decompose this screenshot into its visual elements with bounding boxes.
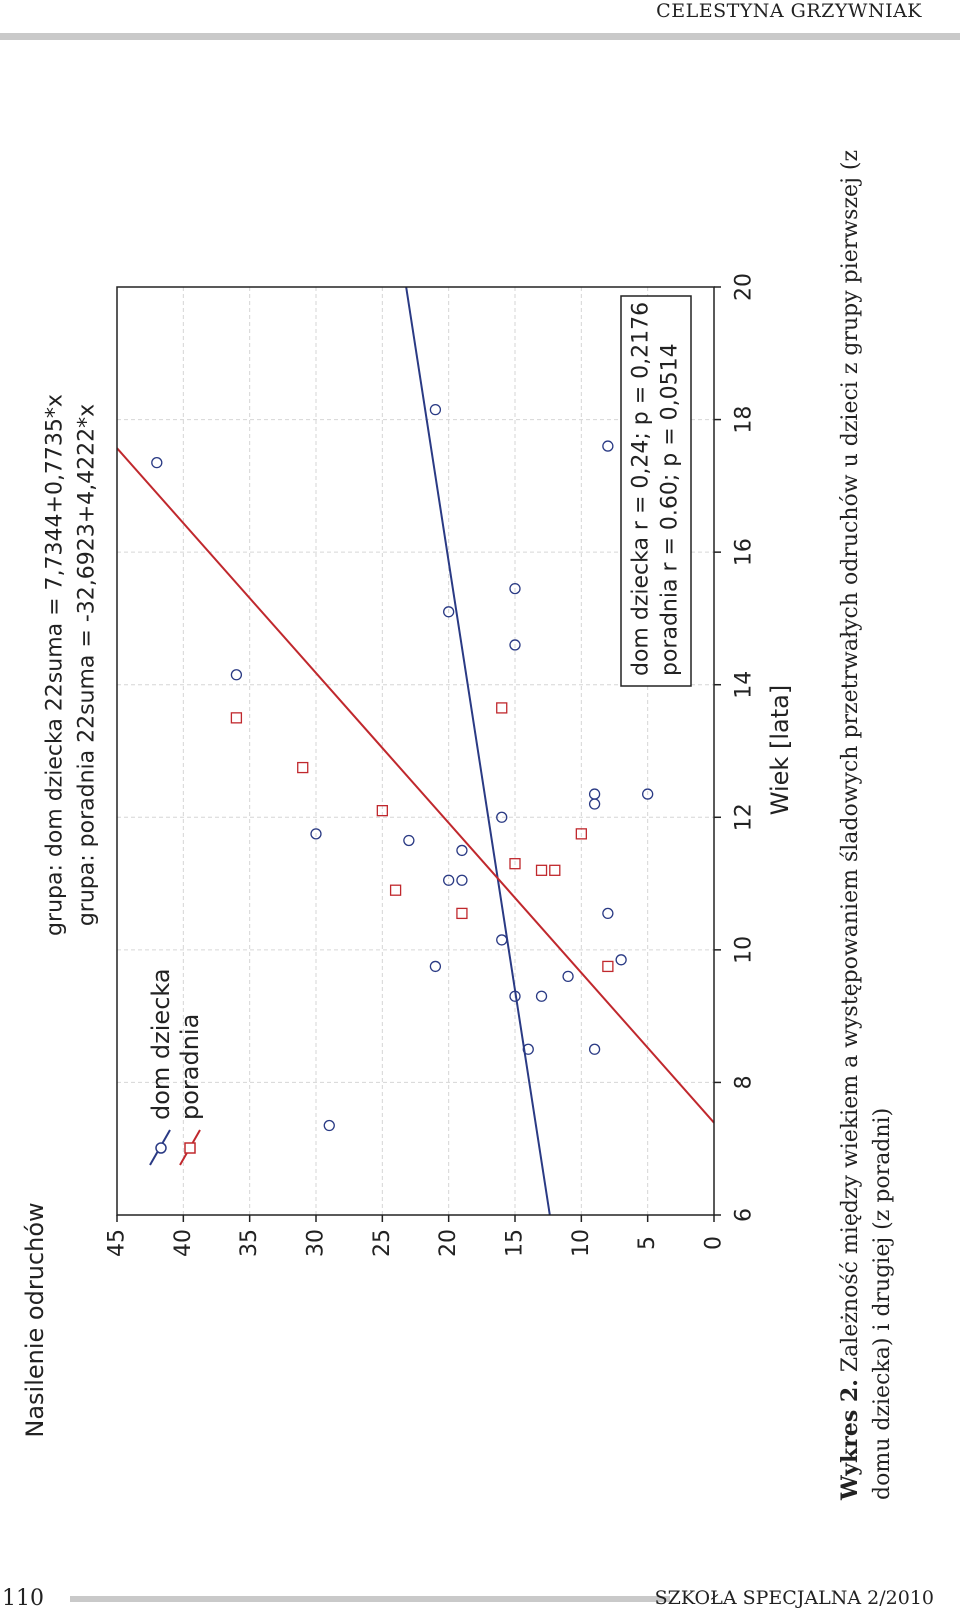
regression-line-dom-dziecka: [405, 286, 551, 1216]
data-point-dom-dziecka: [535, 990, 548, 1002]
y-tick-label: 25: [370, 1229, 395, 1257]
data-point-dom-dziecka: [642, 788, 654, 800]
stats-line-dom-dziecka: dom dziecka r = 0,24; p = 0,2176: [629, 302, 654, 676]
data-point-poradnia: [230, 712, 243, 724]
data-point-dom-dziecka: [588, 1043, 601, 1055]
regression-lines: [116, 286, 715, 1216]
data-point-poradnia: [509, 858, 521, 870]
x-tick-label: 12: [732, 803, 757, 831]
y-tick-label: 0: [702, 1236, 727, 1250]
data-point-poradnia: [496, 702, 508, 714]
data-point-dom-dziecka: [456, 874, 468, 886]
x-tick-label: 8: [732, 1075, 757, 1089]
data-point-dom-dziecka: [323, 1119, 335, 1132]
y-tick-label: 10: [569, 1229, 594, 1257]
chart-title-line-1: grupa: dom dziecka 22suma = 7,7344+0,773…: [43, 394, 68, 936]
data-point-dom-dziecka: [602, 440, 614, 452]
data-point-dom-dziecka: [588, 798, 601, 810]
data-point-dom-dziecka: [522, 1043, 534, 1055]
page-number: 110: [2, 1586, 44, 1611]
data-point-dom-dziecka: [443, 874, 455, 886]
stats-box-frame: [620, 295, 692, 687]
plot-frame: [116, 286, 715, 1216]
y-tick-label: 35: [237, 1229, 262, 1257]
data-point-dom-dziecka: [429, 403, 442, 416]
legend: dom dziecka poradnia: [147, 968, 204, 1166]
data-point-dom-dziecka: [588, 788, 601, 800]
data-point-dom-dziecka: [496, 934, 508, 946]
data-point-poradnia: [297, 761, 309, 774]
data-point-dom-dziecka: [562, 970, 574, 983]
x-tick-label: 6: [732, 1208, 757, 1222]
data-point-dom-dziecka: [230, 669, 243, 681]
data-point-poradnia: [389, 884, 402, 896]
data-point-poradnia: [376, 805, 388, 817]
data-point-dom-dziecka: [310, 828, 322, 840]
data-point-poradnia: [535, 864, 548, 876]
chart-title-line-2: grupa: poradnia 22suma = -32,6923+4,4222…: [75, 404, 100, 926]
regression-line-poradnia: [116, 447, 715, 1124]
x-tick-label: 10: [732, 936, 757, 964]
footer-rule: [70, 1596, 670, 1602]
page-header: CELESTYNA GRZYWNIAK: [0, 0, 960, 48]
correlation-stats-box: dom dziecka r = 0,24; p = 0,2176 poradni…: [620, 295, 692, 687]
y-axis-label: Nasilenie odruchów: [21, 1202, 49, 1437]
x-tick-label: 18: [732, 406, 757, 434]
data-point-dom-dziecka: [509, 639, 521, 651]
x-tick-label: 14: [732, 671, 757, 699]
data-point-dom-dziecka: [429, 960, 442, 973]
data-point-dom-dziecka: [602, 907, 614, 920]
data-point-dom-dziecka: [443, 606, 455, 618]
y-tick-label: 40: [171, 1229, 196, 1257]
y-tick-label: 45: [105, 1229, 130, 1257]
grid: [117, 287, 714, 1215]
x-tick-label: 20: [732, 273, 757, 301]
x-tick-label: 16: [732, 538, 757, 566]
data-point-dom-dziecka: [496, 811, 508, 823]
y-tick-label: 30: [304, 1229, 329, 1257]
caption-text: Zależność między wiekiem a występowaniem…: [838, 149, 895, 1500]
y-tick-label: 20: [436, 1229, 461, 1257]
legend-label-poradnia: poradnia: [176, 1014, 204, 1120]
tick-labels: 6 8 10 12 14 16 18 20 0 5 10 15 20 25 30 35 40 45: [105, 273, 757, 1257]
data-point-dom-dziecka: [456, 844, 468, 857]
legend-marker-circle: [155, 1142, 167, 1154]
running-head-author: CELESTYNA GRZYWNIAK: [656, 0, 922, 22]
x-axis-label: Wiek [lata]: [766, 685, 794, 815]
y-tick-label: 5: [635, 1236, 660, 1250]
legend-label-dom-dziecka: dom dziecka: [147, 968, 175, 1120]
y-tick-label: 15: [503, 1229, 528, 1257]
data-point-dom-dziecka: [151, 457, 163, 469]
data-point-dom-dziecka: [509, 582, 521, 595]
data-point-dom-dziecka: [615, 954, 627, 966]
data-point-poradnia: [575, 828, 587, 840]
header-rule: [0, 33, 960, 40]
figure-caption: Wykres 2. Zależność między wiekiem a wys…: [834, 100, 899, 1500]
page-footer: 110 SZKOŁA SPECJALNA 2/2010: [0, 1586, 960, 1612]
data-point-dom-dziecka: [403, 834, 415, 847]
data-point-poradnia: [549, 864, 561, 876]
legend-marker-square: [184, 1142, 196, 1154]
caption-label: Wykres 2.: [837, 1379, 863, 1500]
data-point-poradnia: [602, 960, 614, 973]
stats-line-poradnia: poradnia r = 0.60; p = 0,0514: [658, 343, 683, 676]
data-point-dom-dziecka: [509, 990, 521, 1002]
journal-name: SZKOŁA SPECJALNA 2/2010: [654, 1587, 934, 1609]
data-points: [151, 403, 654, 1132]
data-point-poradnia: [456, 907, 468, 920]
